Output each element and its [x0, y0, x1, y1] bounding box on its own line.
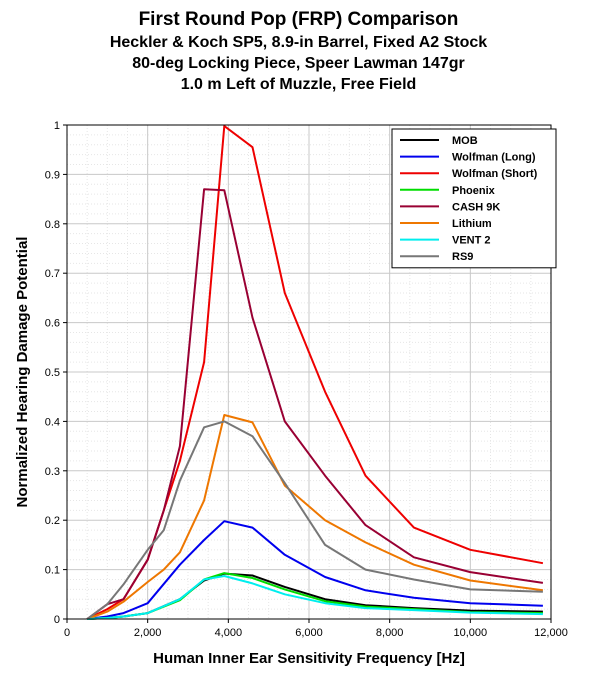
y-axis-ticks: 0 0.1 0.2 0.3 0.4 0.5 0.6 0.7 0.8 0.9 1	[45, 120, 67, 626]
y-tick-label: 1	[54, 120, 60, 132]
x-tick-label: 4,000	[215, 627, 243, 639]
legend-label: Phoenix	[452, 185, 496, 197]
y-tick-label: 0.6	[45, 318, 60, 330]
series-line-cash-9k	[86, 188, 544, 620]
x-tick-label: 10,000	[454, 627, 488, 639]
x-axis-ticks: 0 2,000 4,000 6,000 8,000 10,000 12,000	[64, 619, 568, 639]
y-tick-label: 0.3	[45, 466, 60, 478]
legend-label: Lithium	[452, 218, 492, 230]
series-line-rs9	[86, 420, 543, 620]
x-axis-label: Human Inner Ear Sensitivity Frequency [H…	[153, 650, 465, 667]
chart-subtitle-2: 80-deg Locking Piece, Speer Lawman 147gr	[132, 55, 465, 72]
y-axis-label: Normalized Hearing Damage Potential	[14, 237, 31, 508]
y-tick-label: 0.5	[45, 367, 60, 379]
series-lines	[86, 125, 544, 620]
series-line-wolfman-long-	[87, 520, 543, 620]
y-tick-label: 0.4	[45, 416, 60, 428]
x-tick-label: 8,000	[376, 627, 404, 639]
legend-label: CASH 9K	[452, 201, 500, 213]
x-tick-label: 6,000	[295, 627, 323, 639]
series-line-vent-2	[87, 575, 543, 620]
legend-label: MOB	[452, 135, 478, 147]
legend-label: Wolfman (Short)	[452, 168, 538, 180]
chart-subtitle-3: 1.0 m Left of Muzzle, Free Field	[180, 76, 417, 93]
chart-subtitle-1: Heckler & Koch SP5, 8.9-in Barrel, Fixed…	[109, 34, 488, 51]
legend-box	[391, 128, 557, 269]
y-tick-label: 0.7	[45, 268, 60, 280]
y-tick-label: 0.2	[45, 515, 60, 527]
y-tick-label: 0.8	[45, 219, 60, 231]
x-tick-label: 12,000	[534, 627, 568, 639]
x-tick-label: 0	[64, 627, 70, 639]
legend: MOB Wolfman (Long) Wolfman (Short) Phoenix C…	[391, 128, 557, 269]
legend-label: VENT 2	[452, 235, 491, 247]
x-tick-label: 2,000	[134, 627, 162, 639]
y-tick-label: 0	[54, 614, 60, 626]
series-line-lithium	[86, 414, 544, 620]
legend-label: Wolfman (Long)	[452, 152, 536, 164]
legend-label: RS9	[452, 251, 473, 263]
chart-titles: First Round Pop (FRP) Comparison Heckler…	[0, 8, 597, 95]
y-tick-label: 0.9	[45, 169, 60, 181]
chart-title: First Round Pop (FRP) Comparison	[138, 9, 459, 30]
y-tick-label: 0.1	[45, 565, 60, 577]
